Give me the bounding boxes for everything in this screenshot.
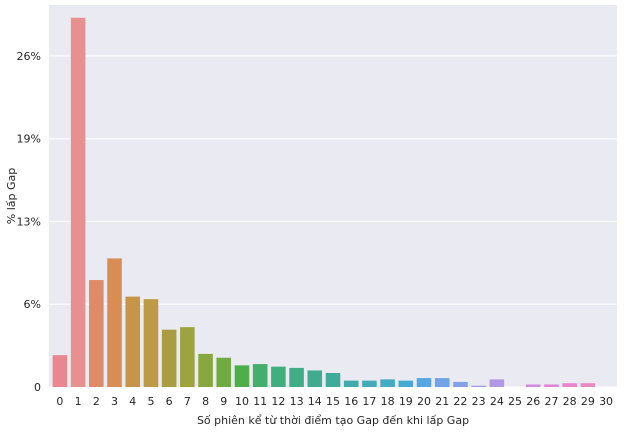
bar-24 bbox=[489, 379, 505, 387]
bar-29 bbox=[580, 383, 596, 387]
bar-17 bbox=[362, 380, 377, 387]
x-axis-label: Số phiên kể từ thời điểm tạo Gap đến khi… bbox=[197, 414, 469, 427]
x-tick-label-25: 25 bbox=[508, 395, 522, 408]
y-tick-label: 6% bbox=[24, 298, 41, 311]
x-tick-label-2: 2 bbox=[93, 395, 100, 408]
y-tick-label: 0 bbox=[34, 381, 41, 394]
y-tick-label: 19% bbox=[17, 133, 41, 146]
bar-3 bbox=[107, 258, 122, 387]
x-tick-label-6: 6 bbox=[166, 395, 173, 408]
bar-20 bbox=[416, 378, 432, 387]
x-tick-label-23: 23 bbox=[472, 395, 486, 408]
x-tick-label-28: 28 bbox=[563, 395, 577, 408]
bar-28 bbox=[562, 383, 577, 387]
bar-6 bbox=[161, 329, 177, 387]
x-tick-label-27: 27 bbox=[544, 395, 558, 408]
x-tick-label-22: 22 bbox=[453, 395, 467, 408]
bar-21 bbox=[434, 378, 450, 387]
x-tick-label-0: 0 bbox=[56, 395, 63, 408]
bar-16 bbox=[343, 380, 359, 387]
x-tick-label-7: 7 bbox=[184, 395, 191, 408]
bar-22 bbox=[453, 381, 468, 387]
bar-12 bbox=[271, 366, 286, 387]
x-tick-label-24: 24 bbox=[490, 395, 504, 408]
x-tick-label-4: 4 bbox=[129, 395, 136, 408]
x-tick-label-5: 5 bbox=[147, 395, 154, 408]
bar-5 bbox=[143, 299, 159, 387]
x-tick-label-26: 26 bbox=[526, 395, 540, 408]
bar-10 bbox=[234, 365, 250, 387]
bar-11 bbox=[252, 364, 268, 387]
y-tick-label: 13% bbox=[17, 215, 41, 228]
x-tick-label-15: 15 bbox=[326, 395, 340, 408]
bar-18 bbox=[380, 379, 395, 387]
x-tick-label-18: 18 bbox=[381, 395, 395, 408]
bar-7 bbox=[180, 327, 195, 387]
bar-15 bbox=[325, 372, 341, 387]
bar-9 bbox=[216, 357, 232, 387]
x-tick-label-10: 10 bbox=[235, 395, 249, 408]
x-tick-label-13: 13 bbox=[290, 395, 304, 408]
y-tick-label: 26% bbox=[17, 50, 41, 63]
x-tick-label-8: 8 bbox=[202, 395, 209, 408]
bar-4 bbox=[125, 296, 141, 387]
bar-13 bbox=[289, 367, 304, 387]
y-tick-labels: 0 6% 13% 19% 26% bbox=[17, 50, 41, 394]
x-tick-label-12: 12 bbox=[271, 395, 285, 408]
x-tick-label-1: 1 bbox=[75, 395, 82, 408]
x-tick-label-20: 20 bbox=[417, 395, 431, 408]
x-tick-labels: 0 1 2 3 4 5 6 7 8 9 10 11 12 13 14 15 16 17 18 19 20 21 22 23 24… bbox=[56, 395, 613, 408]
x-tick-label-21: 21 bbox=[435, 395, 449, 408]
bar-14 bbox=[307, 370, 323, 387]
bar-2 bbox=[89, 280, 104, 387]
x-tick-label-17: 17 bbox=[362, 395, 376, 408]
x-tick-label-16: 16 bbox=[344, 395, 358, 408]
bar-23 bbox=[471, 385, 486, 387]
bar-26 bbox=[525, 384, 541, 387]
bar-0 bbox=[52, 355, 68, 387]
bars bbox=[52, 17, 596, 387]
bar-1 bbox=[70, 17, 86, 387]
x-tick-label-9: 9 bbox=[220, 395, 227, 408]
bar-19 bbox=[398, 380, 414, 387]
x-tick-label-11: 11 bbox=[253, 395, 267, 408]
x-tick-label-30: 30 bbox=[599, 395, 613, 408]
x-tick-label-19: 19 bbox=[399, 395, 413, 408]
x-tick-label-29: 29 bbox=[581, 395, 595, 408]
bar-27 bbox=[544, 384, 559, 387]
y-axis-label: % lấp Gap bbox=[5, 168, 18, 224]
bar-8 bbox=[198, 353, 213, 387]
x-tick-label-3: 3 bbox=[111, 395, 118, 408]
x-tick-label-14: 14 bbox=[308, 395, 322, 408]
